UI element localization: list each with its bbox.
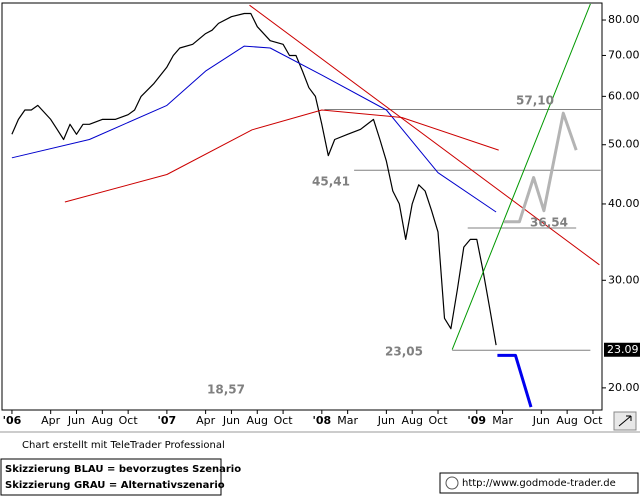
- note: Skizzierung BLAU = bevorzugtes Szenario: [5, 464, 241, 475]
- x-tick-label: Aug: [92, 414, 113, 427]
- x-tick-label: Aug: [556, 414, 577, 427]
- x-tick-label: Apr: [41, 414, 61, 427]
- level-label: 45,41: [312, 175, 350, 189]
- url[interactable]: http://www.godmode-trader.de: [462, 478, 616, 489]
- x-tick-label: Jun: [222, 414, 240, 427]
- note: Skizzierung GRAU = Alternativszenario: [5, 480, 225, 491]
- url-box: [439, 472, 639, 494]
- series-line: [64, 109, 499, 203]
- annotation: 18,57: [207, 383, 245, 397]
- y-tick-label: 60.00: [608, 89, 640, 102]
- last-price-label: 23.09: [607, 343, 639, 356]
- y-tick-label: 40.00: [608, 197, 640, 210]
- x-tick-label: '06: [3, 414, 22, 427]
- series-line: [11, 12, 497, 346]
- y-tick-label: 50.00: [608, 138, 640, 151]
- x-tick-label: '09: [467, 414, 486, 427]
- plot-area: [1, 2, 603, 411]
- last-price-box: [604, 342, 640, 357]
- series-line: [11, 45, 497, 213]
- legend-box: [0, 458, 222, 496]
- x-tick-label: Oct: [274, 414, 294, 427]
- x-tick-label: Mar: [337, 414, 358, 427]
- y-tick-label: 80.00: [608, 13, 640, 26]
- x-tick-label: Mar: [492, 414, 513, 427]
- x-tick-label: Oct: [583, 414, 603, 427]
- x-tick-label: Aug: [247, 414, 268, 427]
- x-tick-label: Oct: [119, 414, 139, 427]
- y-tick-label: 70.00: [608, 48, 640, 61]
- x-tick-label: Jun: [377, 414, 395, 427]
- series-line: [451, 3, 591, 350]
- series-line: [249, 4, 600, 266]
- scroll-icon: [618, 415, 632, 427]
- x-tick-label: '07: [158, 414, 177, 427]
- level-label: 36,54: [530, 216, 568, 230]
- x-tick-label: Apr: [196, 414, 216, 427]
- x-tick-label: Oct: [429, 414, 449, 427]
- credit: Chart erstellt mit TeleTrader Profession…: [22, 440, 225, 451]
- x-tick-label: Jun: [67, 414, 85, 427]
- x-tick-label: '08: [312, 414, 331, 427]
- plot: [11, 3, 602, 408]
- level-label: 57,10: [516, 94, 554, 108]
- level-label: 23,05: [385, 345, 423, 359]
- series-line: [503, 111, 578, 224]
- x-tick-label: Jun: [532, 414, 550, 427]
- y-tick-label: 30.00: [608, 273, 640, 286]
- y-tick-label: 20.00: [608, 381, 640, 394]
- url-icon: [445, 476, 459, 490]
- x-tick-label: Aug: [401, 414, 422, 427]
- series-line: [497, 353, 533, 408]
